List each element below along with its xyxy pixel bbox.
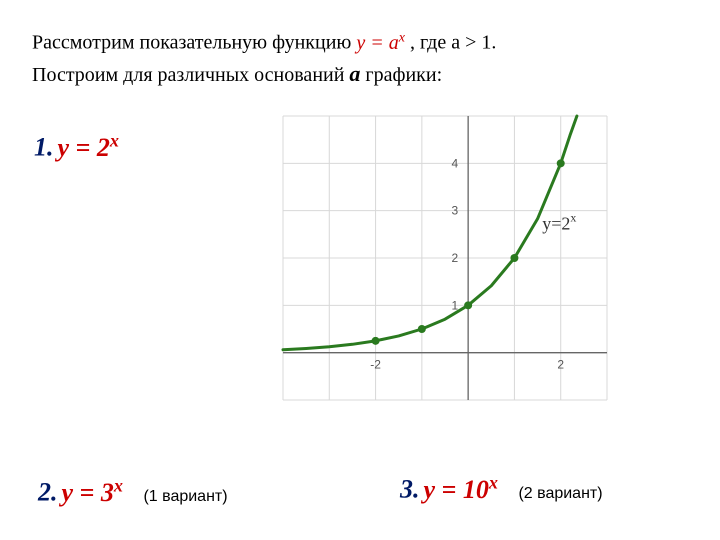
item-2-variant: (1 вариант) <box>143 488 227 505</box>
intro-line-1: Рассмотрим показательную функцию y = ax … <box>32 28 688 58</box>
item-2-num: 2. <box>38 478 58 507</box>
param-a-letter: а <box>349 61 360 86</box>
item-1-num: 1. <box>34 133 54 162</box>
svg-text:4: 4 <box>451 156 458 170</box>
intro-suffix: , где a > 1. <box>405 32 496 54</box>
intro-func-part: y = ax <box>356 32 405 54</box>
item-3-num: 3. <box>400 475 420 504</box>
item-3-func: y = 10x <box>424 475 505 504</box>
intro-line-2: Построим для различных оснований а графи… <box>32 58 688 90</box>
svg-text:-2: -2 <box>370 358 381 372</box>
svg-text:2: 2 <box>451 251 458 265</box>
intro-line2-suffix: графики: <box>365 64 442 86</box>
item-3-variant: (2 вариант) <box>518 485 602 502</box>
item-2-func: y = 3x <box>62 478 130 507</box>
item-3: 3. y = 10x (2 вариант) <box>400 472 603 505</box>
svg-text:2: 2 <box>557 358 564 372</box>
intro-prefix: Рассмотрим показательную функцию <box>32 32 356 54</box>
intro-line2-prefix: Построим для различных оснований <box>32 64 349 86</box>
item-2: 2. y = 3x (1 вариант) <box>38 475 228 508</box>
exp-chart: -221234y=2x <box>275 108 615 408</box>
item-1-func: y = 2x <box>58 133 119 162</box>
svg-text:3: 3 <box>451 204 458 218</box>
item-1: 1. y = 2x <box>34 130 119 163</box>
